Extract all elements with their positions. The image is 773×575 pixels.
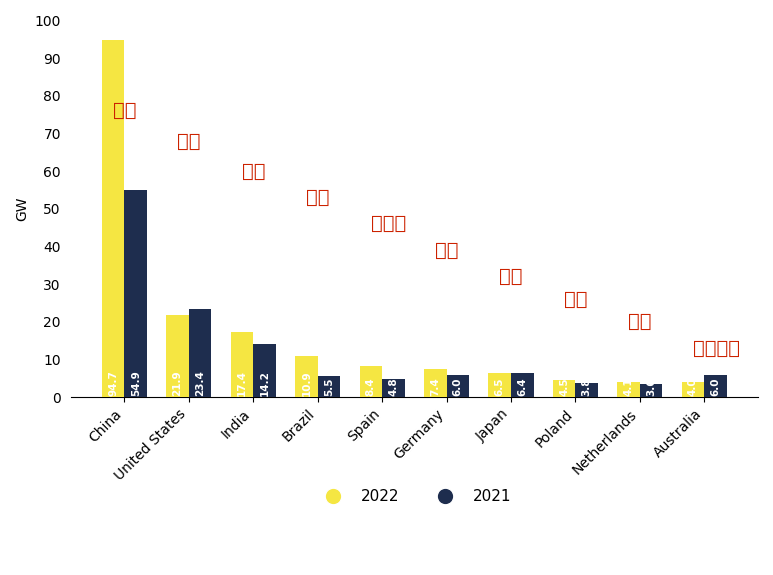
Text: 6.0: 6.0	[453, 377, 463, 396]
Text: 4.1: 4.1	[624, 377, 634, 396]
Text: 14.2: 14.2	[260, 370, 270, 396]
Text: 4.5: 4.5	[559, 377, 569, 396]
Bar	[511, 373, 533, 397]
Text: 17.4: 17.4	[237, 370, 247, 396]
Bar	[618, 382, 640, 397]
Bar	[166, 315, 189, 397]
Text: 西班牙: 西班牙	[370, 214, 406, 233]
Text: 波兰: 波兰	[564, 290, 587, 309]
Text: 5.5: 5.5	[324, 377, 334, 396]
Text: 8.4: 8.4	[366, 377, 376, 396]
Bar	[575, 383, 598, 397]
Text: 印度: 印度	[242, 162, 265, 181]
Text: 澳大利亚: 澳大利亚	[693, 339, 740, 358]
Text: 日本: 日本	[499, 267, 523, 286]
Text: 23.4: 23.4	[195, 370, 205, 396]
Text: 4.8: 4.8	[388, 377, 398, 396]
Text: 3.8: 3.8	[581, 377, 591, 396]
Text: 6.4: 6.4	[517, 377, 527, 396]
Y-axis label: GW: GW	[15, 197, 29, 221]
Text: 7.4: 7.4	[431, 377, 441, 396]
Text: 6.5: 6.5	[495, 377, 505, 396]
Bar	[318, 377, 340, 397]
Text: 荷兰: 荷兰	[628, 312, 652, 331]
Bar	[189, 309, 211, 397]
Bar	[124, 190, 147, 397]
Text: 94.7: 94.7	[108, 370, 118, 396]
Bar	[382, 379, 404, 397]
Text: 德国: 德国	[435, 241, 458, 260]
Bar	[230, 332, 254, 397]
Bar	[489, 373, 511, 397]
Bar	[682, 382, 704, 397]
Bar	[295, 356, 318, 397]
Legend: 2022, 2021: 2022, 2021	[312, 483, 517, 510]
Bar	[424, 369, 447, 397]
Text: 54.9: 54.9	[131, 370, 141, 396]
Text: 中国: 中国	[113, 101, 136, 120]
Bar	[102, 40, 124, 397]
Bar	[640, 384, 662, 397]
Text: 10.9: 10.9	[301, 370, 312, 396]
Bar	[447, 374, 469, 397]
Bar	[359, 366, 382, 397]
Text: 4.0: 4.0	[688, 377, 698, 396]
Text: 21.9: 21.9	[172, 370, 182, 396]
Text: 3.6: 3.6	[646, 377, 656, 396]
Bar	[254, 344, 276, 397]
Text: 6.0: 6.0	[710, 377, 720, 396]
Bar	[704, 374, 727, 397]
Text: 巴西: 巴西	[306, 188, 329, 207]
Text: 美国: 美国	[177, 132, 201, 151]
Bar	[553, 380, 575, 397]
